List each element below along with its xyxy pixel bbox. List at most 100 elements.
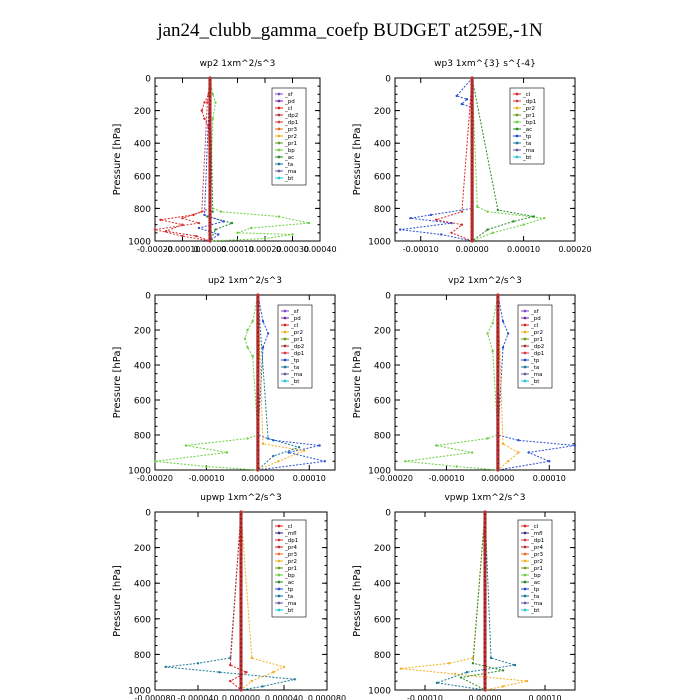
series-point	[470, 214, 474, 219]
legend-marker	[523, 594, 527, 598]
series-point	[256, 437, 260, 441]
y-tick-label: 400	[374, 140, 391, 150]
series-line-ac	[471, 77, 535, 242]
series-point	[200, 109, 203, 112]
series-point	[208, 227, 212, 231]
legend-label: _dp1	[284, 538, 298, 544]
series-point	[208, 170, 212, 174]
series-point	[192, 213, 195, 217]
x-tick-label: -0.000080	[134, 694, 175, 700]
y-tick-label: 400	[374, 362, 391, 372]
series-point	[263, 237, 267, 240]
series-point	[208, 100, 212, 105]
series-point	[323, 460, 326, 463]
series-point	[230, 221, 234, 225]
series-point	[208, 84, 212, 88]
series-point	[470, 227, 474, 231]
series-point	[453, 672, 457, 676]
series-point	[208, 239, 212, 243]
series-point	[217, 233, 220, 236]
series-point	[239, 661, 243, 665]
legend-label: _ma	[284, 169, 296, 175]
series-point	[483, 657, 487, 661]
series-point	[434, 444, 438, 447]
legend-marker	[523, 587, 527, 591]
x-tick-label: -0.00020	[377, 474, 413, 483]
series-point	[261, 320, 265, 323]
series-point	[239, 514, 243, 519]
x-tick-label: -0.000040	[177, 694, 218, 700]
legend-marker	[515, 99, 519, 103]
y-tick-label: 800	[374, 432, 391, 442]
legend-label: _pr2	[530, 559, 543, 565]
series-point	[470, 161, 474, 166]
series-point	[208, 76, 212, 80]
series-point	[208, 141, 212, 145]
series-point	[483, 617, 487, 621]
series-point	[496, 385, 500, 389]
legend-marker	[523, 351, 527, 355]
legend-label: _ta	[284, 162, 293, 168]
y-tick-label: 800	[134, 205, 151, 215]
y-tick-label: 400	[134, 362, 151, 372]
legend-label: _mfl	[284, 531, 297, 537]
legend-label: _pr1	[290, 337, 303, 343]
legend-label: _tp	[530, 587, 540, 593]
series-point	[483, 550, 487, 554]
series-point	[496, 297, 500, 301]
series-point	[470, 76, 474, 80]
series-point	[208, 145, 212, 149]
legend-label: _pd	[530, 316, 541, 322]
y-tick-label: 0	[385, 509, 391, 519]
series-point	[486, 228, 489, 231]
series-point	[256, 455, 260, 459]
series-point	[506, 332, 510, 335]
legend-label: _bt	[530, 608, 540, 614]
y-axis-label: Pressure [hPa]	[352, 347, 363, 419]
series-point	[239, 630, 243, 634]
x-tick-label: 0.00010	[528, 694, 561, 700]
series-point	[200, 210, 203, 213]
panel-title: up2 1xm^2/s^3	[208, 276, 282, 286]
legend-label: _pr4	[530, 545, 544, 551]
series-point	[496, 433, 500, 437]
series-point	[470, 206, 474, 210]
legend-marker	[277, 162, 281, 166]
series-point	[470, 117, 474, 121]
series-point	[291, 233, 294, 236]
legend-label: _bt	[530, 379, 540, 385]
series-point	[239, 590, 243, 594]
legend-marker	[523, 545, 527, 549]
legend-marker	[283, 365, 287, 369]
y-axis-label: Pressure [hPa]	[112, 565, 123, 637]
series-point	[239, 648, 243, 652]
x-tick-label: 0.00010	[221, 245, 254, 254]
legend-label: _dp2	[290, 344, 304, 350]
series-point	[250, 679, 253, 683]
legend-label: _dp2	[530, 344, 544, 350]
series-point	[483, 612, 487, 616]
series-point	[256, 337, 260, 341]
legend-marker	[277, 169, 281, 173]
legend-marker	[523, 379, 527, 383]
series-point	[208, 214, 212, 219]
series-point	[470, 129, 474, 133]
legend-marker	[523, 365, 527, 369]
x-tick-label: 0.000080	[308, 694, 346, 700]
legend-label: _cl	[290, 323, 299, 329]
series-point	[465, 97, 469, 101]
legend-marker	[523, 309, 527, 313]
series-point	[277, 460, 280, 463]
series-point	[218, 671, 221, 674]
y-tick-label: 400	[374, 580, 391, 590]
series-point	[256, 420, 260, 424]
series-line-cl	[229, 511, 248, 691]
series-point	[501, 442, 505, 445]
series-line-tp	[257, 294, 325, 471]
legend-marker	[515, 127, 519, 131]
series-point	[261, 685, 264, 688]
series-point	[483, 594, 487, 599]
series-point	[470, 141, 474, 145]
legend-label: _bt	[290, 379, 300, 385]
series-point	[496, 429, 500, 433]
